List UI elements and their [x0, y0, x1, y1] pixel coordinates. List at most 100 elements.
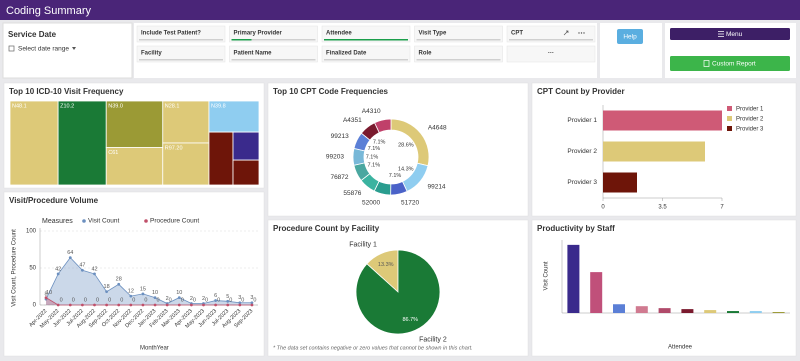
value-label: 6 — [214, 293, 217, 299]
legend-marker — [144, 219, 148, 223]
filter-underline — [416, 39, 501, 41]
donut-category-label: 99214 — [427, 183, 445, 190]
filter-selection-bar — [231, 39, 252, 41]
dropdown-arrow — [72, 47, 76, 50]
filter-field[interactable] — [414, 25, 503, 43]
value-label: 0 — [157, 297, 160, 303]
series-point — [93, 272, 96, 276]
bar — [613, 304, 625, 313]
value-label: 64 — [67, 250, 73, 256]
donut-category-label: A4351 — [343, 117, 362, 124]
menu-button-label[interactable]: Menu — [726, 31, 743, 38]
filter-field[interactable] — [506, 45, 596, 63]
y-tick-label: Provider 2 — [567, 148, 597, 155]
treemap-tile — [57, 100, 107, 186]
date-filter-card[interactable] — [2, 22, 133, 79]
bar — [681, 309, 694, 313]
value-label: 0 — [169, 297, 172, 303]
donut-category-label: 76872 — [330, 174, 348, 181]
expand-icon[interactable] — [563, 30, 569, 36]
value-label: 42 — [91, 266, 97, 272]
bar — [603, 141, 705, 162]
treemap-tile — [232, 159, 260, 186]
y-axis-title: Visit Count — [544, 261, 550, 290]
filter-field[interactable] — [229, 25, 318, 43]
header-bar — [0, 0, 800, 20]
value-label: 0 — [205, 297, 208, 303]
filter-field[interactable] — [136, 25, 226, 43]
more-icon-dot[interactable] — [578, 32, 580, 34]
value-label: 0 — [193, 297, 196, 303]
panel-title: Procedure Count by Facility — [273, 224, 380, 233]
filter-field-label[interactable]: CPT — [511, 31, 523, 37]
filter-field-label[interactable]: Attendee — [326, 31, 352, 37]
custom-report-button[interactable] — [670, 56, 790, 71]
series-point — [80, 268, 84, 272]
filter-field-label[interactable]: ··· — [548, 51, 554, 57]
pie-slice — [355, 249, 441, 335]
legend-swatch — [727, 116, 732, 121]
filter-field[interactable] — [321, 25, 411, 43]
custom-report-label[interactable]: Custom Report — [712, 61, 756, 68]
series-point — [226, 303, 230, 307]
bar — [567, 244, 580, 313]
legend-swatch — [727, 126, 732, 131]
filter-field-label[interactable]: Finalized Date — [326, 51, 367, 57]
treemap-label: R97.20 — [165, 145, 183, 151]
donut-category-label: A4310 — [362, 108, 381, 115]
filter-field[interactable] — [321, 45, 411, 63]
menu-button[interactable] — [670, 28, 790, 40]
filter-field-label[interactable]: Include Test Patient? — [141, 31, 201, 37]
bar — [590, 272, 603, 313]
legend-label: Provider 2 — [736, 116, 764, 122]
y-tick-label: Provider 3 — [567, 179, 597, 186]
value-label: 0 — [144, 297, 147, 303]
date-filter-placeholder[interactable]: Select date range — [18, 46, 69, 53]
pie-category-label: Facility 1 — [349, 241, 377, 248]
value-label: 10 — [46, 290, 52, 296]
value-label: 0 — [253, 297, 256, 303]
filter-field[interactable] — [136, 45, 226, 63]
value-label: 0 — [132, 297, 135, 303]
filter-field[interactable] — [414, 45, 503, 63]
filter-field-label[interactable]: Patient Name — [234, 51, 273, 57]
more-icon-dot[interactable] — [583, 32, 585, 34]
panel-title: Visit/Procedure Volume — [9, 196, 99, 205]
more-icon-dot[interactable] — [580, 32, 583, 34]
filter-underline — [231, 59, 316, 61]
value-label: 42 — [55, 266, 61, 272]
value-label: 0 — [229, 297, 232, 303]
donut-value-label: 7.1% — [368, 163, 381, 169]
x-tick-label: 3.5 — [658, 205, 667, 211]
series-point — [80, 303, 84, 307]
donut-category-label: A4648 — [428, 125, 447, 132]
series-point — [44, 296, 48, 299]
series-point — [117, 303, 121, 307]
series-point — [68, 256, 72, 260]
series-point — [250, 301, 254, 305]
value-label: 28 — [116, 277, 122, 283]
menu-icon — [718, 31, 724, 37]
filter-field-label[interactable]: Primary Provider — [234, 31, 283, 37]
value-label: 0 — [217, 297, 220, 303]
filter-field[interactable] — [506, 25, 596, 43]
filter-field-label[interactable]: Role — [419, 51, 433, 57]
treemap-tile — [162, 100, 210, 144]
series-point — [129, 294, 133, 298]
y-tick-label: 100 — [26, 229, 37, 235]
pie-category-label: Facility 2 — [419, 336, 447, 343]
value-label: 0 — [84, 297, 87, 303]
filter-field[interactable] — [229, 45, 318, 63]
bar — [658, 308, 671, 313]
filter-field-label[interactable]: Facility — [141, 51, 162, 57]
treemap-label: N48.1 — [12, 103, 27, 109]
help-button-label[interactable]: Help — [623, 34, 637, 41]
value-label: 0 — [181, 297, 184, 303]
filter-field-label[interactable]: Visit Type — [419, 31, 447, 37]
legend-swatch — [727, 106, 732, 111]
donut-slice — [352, 147, 366, 166]
help-button[interactable] — [617, 29, 643, 44]
series-area — [46, 257, 252, 305]
bar — [603, 172, 637, 193]
treemap-label: N39.8 — [211, 103, 226, 109]
